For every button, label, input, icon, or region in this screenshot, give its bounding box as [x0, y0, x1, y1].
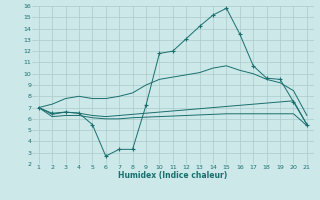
- X-axis label: Humidex (Indice chaleur): Humidex (Indice chaleur): [118, 171, 228, 180]
